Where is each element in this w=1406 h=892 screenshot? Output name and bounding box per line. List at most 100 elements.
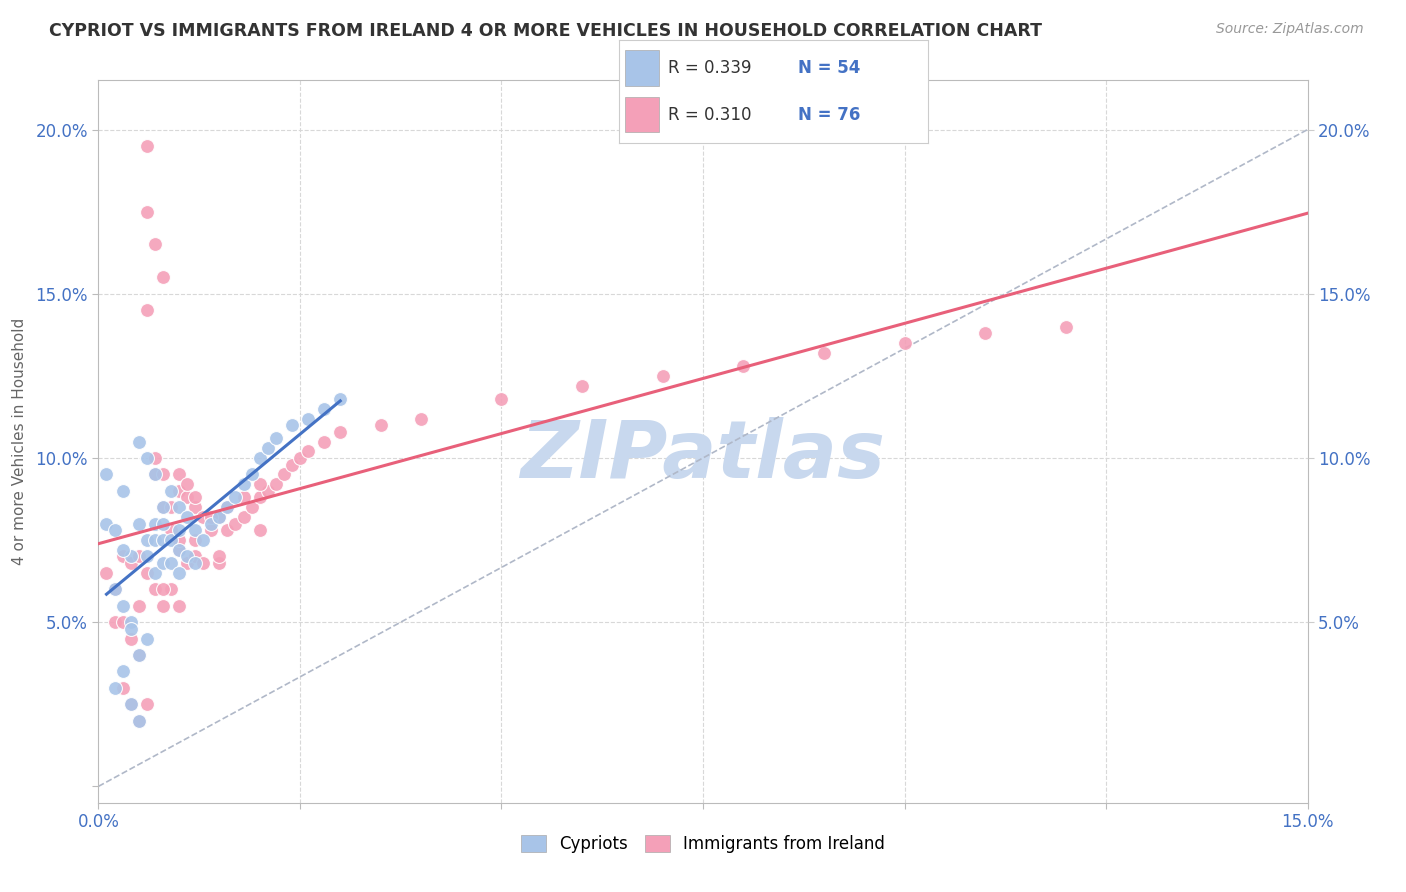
Point [184,523,207,537]
Point [176,556,198,570]
Point [152,270,174,285]
Point [111,681,134,695]
Point [128,516,150,531]
Point [256,441,278,455]
Point [297,444,319,458]
Point [135,549,157,564]
Point [143,582,166,597]
Point [249,523,271,537]
Point [974,326,997,340]
Point [135,632,157,646]
Point [288,450,311,465]
Point [160,533,183,547]
Point [249,491,271,505]
Point [152,516,174,531]
Point [143,450,166,465]
Point [103,582,125,597]
Text: R = 0.310: R = 0.310 [668,105,752,123]
Point [176,477,198,491]
Point [96,516,118,531]
Point [103,681,125,695]
Point [152,556,174,570]
Point [143,566,166,580]
Point [193,510,215,524]
Point [167,542,190,557]
Point [200,516,222,531]
Point [135,303,157,318]
Y-axis label: 4 or more Vehicles in Household: 4 or more Vehicles in Household [13,318,27,566]
Point [111,542,134,557]
Bar [624,96,659,132]
Point [167,566,190,580]
Point [176,549,198,564]
Point [160,500,183,515]
Point [120,698,142,712]
Point [1054,319,1077,334]
Point [135,204,157,219]
Point [111,549,134,564]
Text: CYPRIOT VS IMMIGRANTS FROM IRELAND 4 OR MORE VEHICLES IN HOUSEHOLD CORRELATION C: CYPRIOT VS IMMIGRANTS FROM IRELAND 4 OR … [49,22,1042,40]
Point [491,392,513,406]
Point [135,533,157,547]
Point [273,467,295,482]
Point [217,523,239,537]
Point [167,599,190,613]
Point [111,615,134,630]
Point [193,556,215,570]
Point [813,346,835,360]
Point [103,582,125,597]
Point [314,434,336,449]
Point [143,533,166,547]
Point [232,510,254,524]
Point [120,556,142,570]
Text: N = 76: N = 76 [799,105,860,123]
Point [135,566,157,580]
Point [409,411,432,425]
Point [160,523,183,537]
Point [176,510,198,524]
Point [128,714,150,728]
Point [733,359,755,373]
Point [184,500,207,515]
Point [152,582,174,597]
Point [143,467,166,482]
Point [152,599,174,613]
Point [111,599,134,613]
Point [160,483,183,498]
Point [160,582,183,597]
Text: N = 54: N = 54 [799,60,860,78]
Point [120,549,142,564]
Point [167,483,190,498]
Point [256,483,278,498]
Point [128,714,150,728]
Point [249,477,271,491]
Point [184,533,207,547]
Point [128,648,150,662]
Legend: Cypriots, Immigrants from Ireland: Cypriots, Immigrants from Ireland [515,828,891,860]
Point [128,434,150,449]
Point [184,491,207,505]
Point [120,632,142,646]
Point [167,542,190,557]
Point [329,425,352,439]
Point [135,450,157,465]
Point [893,336,915,351]
Point [103,523,125,537]
Text: R = 0.339: R = 0.339 [668,60,752,78]
Point [264,477,287,491]
Point [184,549,207,564]
Point [160,556,183,570]
Point [96,566,118,580]
Point [232,491,254,505]
Point [152,467,174,482]
Point [240,500,263,515]
Point [370,418,392,433]
Point [224,516,246,531]
Point [152,533,174,547]
Text: Source: ZipAtlas.com: Source: ZipAtlas.com [1216,22,1364,37]
Point [128,549,150,564]
Point [240,467,263,482]
Point [281,458,304,472]
Point [297,411,319,425]
Point [152,500,174,515]
